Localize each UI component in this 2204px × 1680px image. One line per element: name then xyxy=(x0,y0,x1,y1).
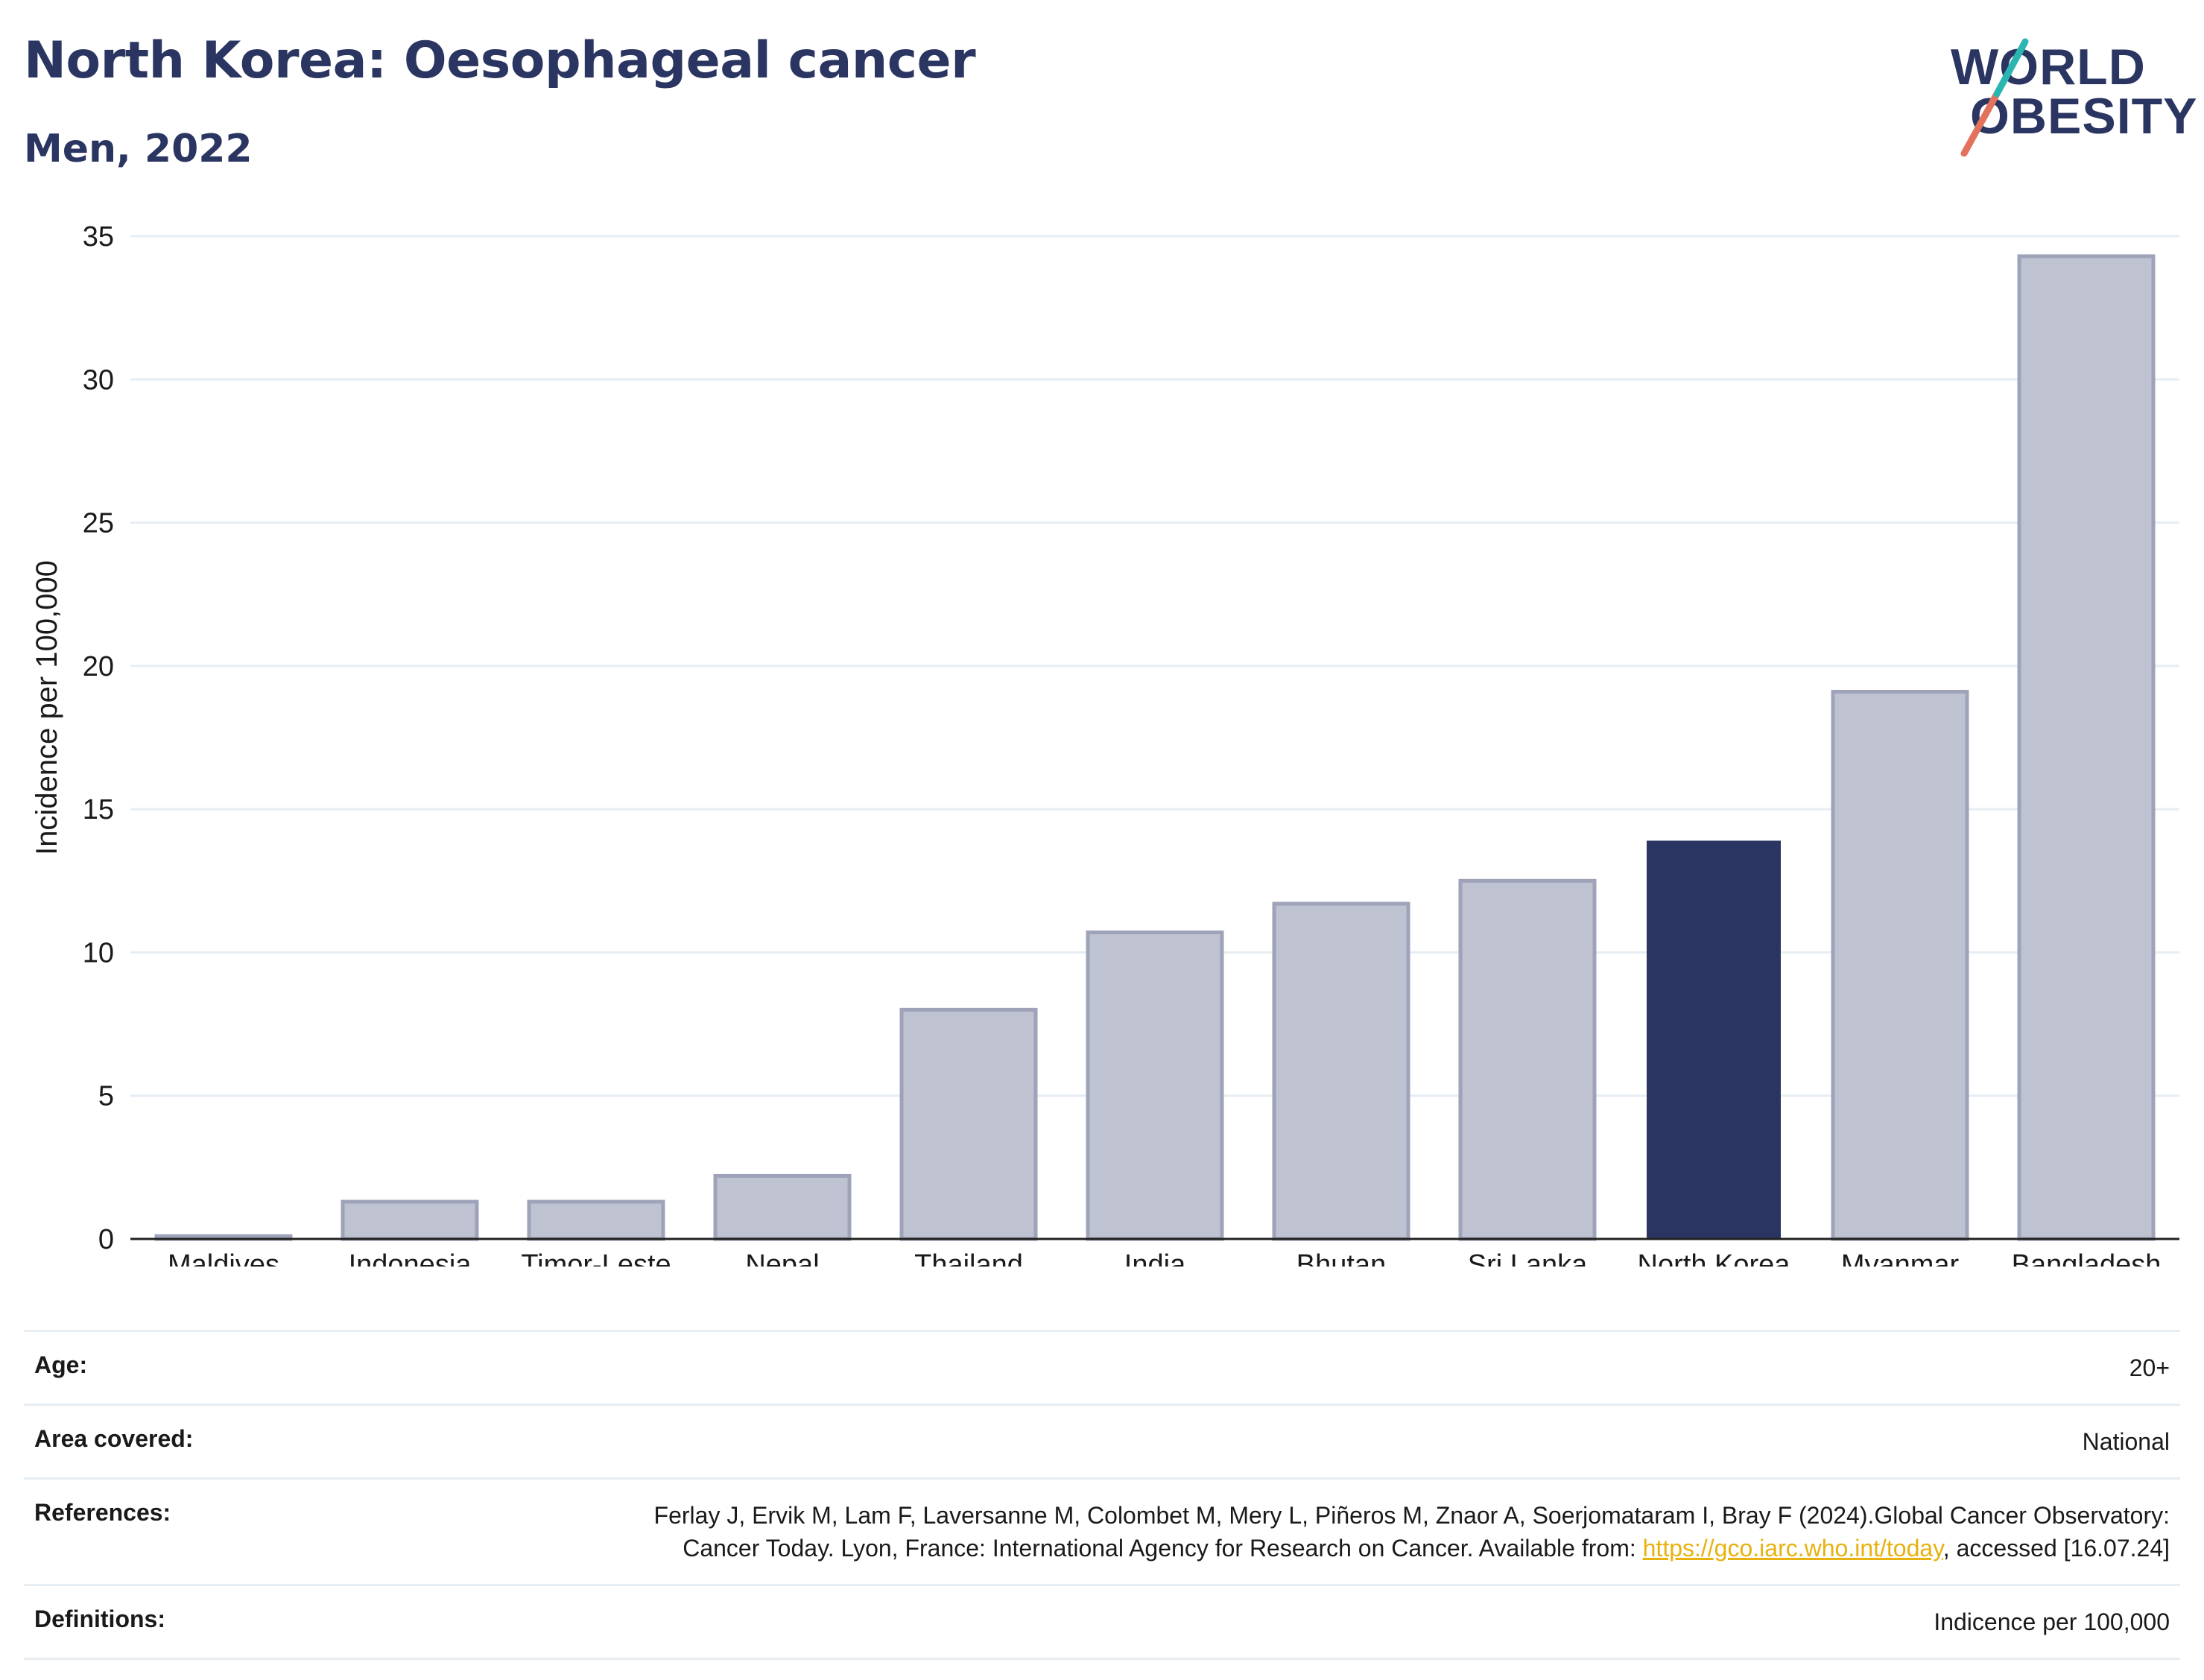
y-tick-label: 25 xyxy=(83,508,114,539)
bar xyxy=(527,1199,665,1241)
y-tick-label: 35 xyxy=(83,221,114,253)
x-tick-label: India xyxy=(1124,1249,1186,1267)
references-label: References: xyxy=(34,1499,171,1526)
x-tick-label: Maldives xyxy=(168,1249,279,1267)
bar xyxy=(899,1007,1038,1241)
bar xyxy=(1272,901,1410,1241)
x-tick-label: Bangladesh xyxy=(2012,1249,2162,1267)
page-subtitle: Men, 2022 xyxy=(24,127,253,171)
bar xyxy=(1831,689,1969,1241)
info-row-age: Age: 20+ xyxy=(24,1330,2180,1404)
references-link[interactable]: https://gco.iarc.who.int/today xyxy=(1642,1535,1943,1562)
y-tick-label: 30 xyxy=(83,364,114,396)
age-value: 20+ xyxy=(2129,1354,2170,1381)
world-obesity-logo: WORLD OBESITY xyxy=(1937,22,2197,156)
x-tick-label: North Korea xyxy=(1638,1249,1791,1267)
bar xyxy=(1458,878,1597,1241)
y-tick-label: 0 xyxy=(98,1224,114,1255)
logo-word-1: WORLD xyxy=(1951,39,2146,95)
info-row-definitions: Definitions: Indicence per 100,000 xyxy=(24,1584,2180,1660)
info-row-area: Area covered: National xyxy=(24,1404,2180,1477)
references-accessed: , accessed [16.07.24] xyxy=(1942,1535,2170,1562)
x-tick-label: Sri Lanka xyxy=(1468,1249,1588,1267)
x-tick-label: Nepal xyxy=(745,1249,819,1267)
logo-slash-icon xyxy=(1960,38,2029,156)
y-axis-label: Incidence per 100,000 xyxy=(31,560,63,855)
y-tick-label: 20 xyxy=(83,651,114,682)
bar xyxy=(341,1199,479,1241)
definitions-label: Definitions: xyxy=(34,1605,165,1632)
bar-highlight xyxy=(1647,840,1781,1239)
area-value: National xyxy=(2082,1428,2170,1455)
bar xyxy=(2017,254,2156,1241)
x-tick-label: Indonesia xyxy=(349,1249,472,1267)
x-tick-label: Timor-Leste xyxy=(521,1249,671,1267)
references-text: Ferlay J, Ervik M, Lam F, Laversanne M, … xyxy=(653,1502,2170,1562)
page-title: North Korea: Oesophageal cancer xyxy=(24,31,976,90)
definitions-value: Indicence per 100,000 xyxy=(1934,1608,2170,1635)
bar xyxy=(1086,931,1224,1241)
x-tick-label: Thailand xyxy=(914,1249,1023,1267)
area-label: Area covered: xyxy=(34,1425,194,1452)
x-tick-label: Myanmar xyxy=(1841,1249,1960,1267)
references-value: Ferlay J, Ervik M, Lam F, Laversanne M, … xyxy=(605,1499,2170,1565)
x-tick-label: Bhutan xyxy=(1296,1249,1386,1267)
info-row-references: References: Ferlay J, Ervik M, Lam F, La… xyxy=(24,1477,2180,1584)
age-label: Age: xyxy=(34,1351,88,1378)
y-tick-label: 15 xyxy=(83,794,114,825)
logo-word-2: OBESITY xyxy=(1970,88,2198,145)
info-table: Age: 20+ Area covered: National Referenc… xyxy=(24,1330,2180,1660)
y-tick-label: 10 xyxy=(83,937,114,969)
bar xyxy=(713,1173,852,1241)
bar-chart: 0 5 10 15 20 25 30 35 Maldives Indonesia Timor-Les… xyxy=(31,221,2179,1267)
y-tick-label: 5 xyxy=(98,1081,114,1112)
